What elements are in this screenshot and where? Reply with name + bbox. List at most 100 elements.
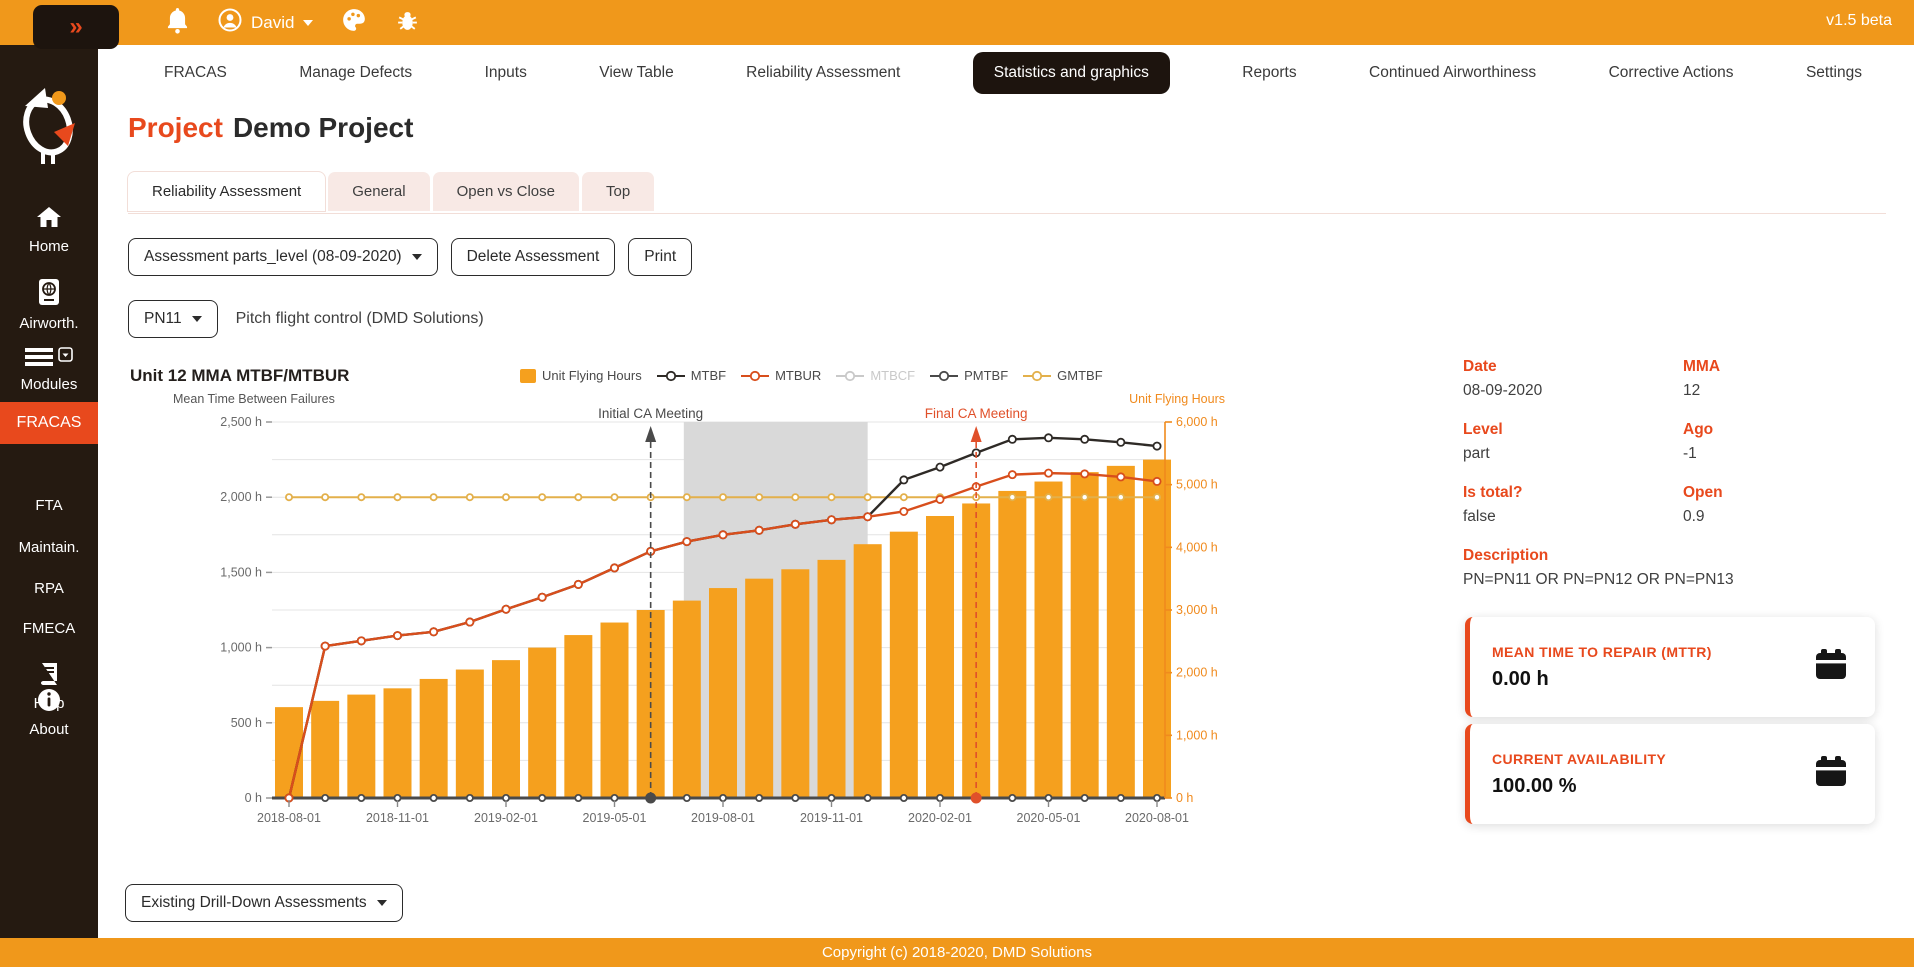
svg-text:2019-02-01: 2019-02-01 — [474, 811, 538, 825]
legend-item-mtbur[interactable]: MTBUR — [741, 368, 821, 383]
chevron-down-icon — [303, 19, 314, 26]
tab-general[interactable]: General — [328, 172, 430, 211]
chart-title: Unit 12 MMA MTBF/MTBUR — [130, 366, 350, 385]
nav-continued-airworthiness[interactable]: Continued Airworthiness — [1369, 63, 1537, 81]
page-title: Project Demo Project — [128, 112, 414, 143]
pn-dropdown[interactable]: PN11 — [128, 300, 218, 338]
tab-reliability-assessment[interactable]: Reliability Assessment — [128, 172, 326, 211]
svg-text:2019-11-01: 2019-11-01 — [800, 811, 863, 825]
assessment-details-panel: Date 08-09-2020 MMA 12 Level part Ago -1… — [1463, 358, 1903, 589]
description-value: PN=PN11 OR PN=PN12 OR PN=PN13 — [1463, 571, 1734, 588]
open-label: Open — [1683, 484, 1723, 501]
availability-value: 100.00 % — [1492, 774, 1577, 797]
chevron-down-icon — [376, 900, 387, 906]
sidebar-item-fta[interactable]: FTA — [35, 497, 63, 514]
svg-text:500 h: 500 h — [231, 716, 262, 730]
svg-text:Initial CA Meeting: Initial CA Meeting — [598, 406, 703, 421]
passport-globe-icon — [37, 279, 61, 310]
svg-text:2020-08-01: 2020-08-01 — [1125, 811, 1189, 825]
assessment-dropdown[interactable]: Assessment parts_level (08-09-2020) — [128, 238, 438, 276]
nav-fracas[interactable]: FRACAS — [164, 63, 227, 81]
svg-text:0 h: 0 h — [245, 791, 262, 805]
svg-text:2,000 h: 2,000 h — [1176, 666, 1218, 680]
chevron-down-icon — [191, 316, 202, 322]
is-total-value: false — [1463, 508, 1496, 525]
app-logo[interactable] — [17, 78, 81, 175]
level-label: Level — [1463, 421, 1503, 438]
nav-statistics-and-graphics[interactable]: Statistics and graphics — [972, 51, 1170, 94]
svg-text:3,000 h: 3,000 h — [1176, 603, 1218, 617]
delete-assessment-button[interactable]: Delete Assessment — [450, 238, 616, 276]
mttr-card: MEAN TIME TO REPAIR (MTTR) 0.00 h — [1465, 617, 1875, 717]
legend-item-gmtbf[interactable]: GMTBF — [1023, 368, 1103, 383]
availability-card: CURRENT AVAILABILITY 100.00 % — [1465, 724, 1875, 824]
mtbf-mtbur-chart[interactable]: Initial CA Meeting Final CA Meeting 0 h 500… — [128, 358, 1248, 836]
nav-settings[interactable]: Settings — [1805, 63, 1862, 81]
legend-item-pmtbf[interactable]: PMTBF — [930, 368, 1008, 383]
sidebar-item-fracas-active[interactable]: FRACAS — [0, 402, 98, 444]
svg-text:6,000 h: 6,000 h — [1176, 415, 1218, 429]
mma-label: MMA — [1683, 358, 1721, 375]
print-button[interactable]: Print — [628, 238, 693, 276]
svg-text:0 h: 0 h — [1176, 791, 1193, 805]
svg-text:1,000 h: 1,000 h — [1176, 728, 1218, 742]
svg-text:2,500 h: 2,500 h — [220, 415, 262, 429]
chart-legend: Unit Flying Hours MTBF MTBUR MTBCF PMTBF GMTB… — [520, 368, 1103, 383]
sidebar-collapse-button[interactable]: » — [33, 5, 119, 49]
reliability-chart-panel: Unit 12 MMA MTBF/MTBUR Unit Flying Hours… — [128, 358, 1388, 844]
svg-text:Final CA Meeting: Final CA Meeting — [925, 406, 1028, 421]
user-name: David — [251, 12, 295, 32]
home-icon — [36, 207, 62, 233]
drilldown-dropdown[interactable]: Existing Drill-Down Assessments — [125, 884, 403, 922]
sidebar-item-airworthiness[interactable]: Airworth. — [0, 278, 98, 332]
svg-text:2018-08-01: 2018-08-01 — [257, 811, 321, 825]
bug-report-icon[interactable] — [395, 8, 420, 38]
ago-label: Ago — [1683, 421, 1714, 438]
sidebar-item-fmeca[interactable]: FMECA — [22, 620, 76, 637]
user-avatar-icon — [218, 8, 242, 37]
info-circle-icon — [37, 689, 61, 716]
theme-palette-icon[interactable] — [341, 7, 367, 38]
sidebar-item-home[interactable]: Home — [0, 205, 98, 255]
version-label: v1.5 beta — [1826, 12, 1892, 29]
help-book-icon — [38, 663, 60, 690]
legend-item-unit-flying-hours[interactable]: Unit Flying Hours — [520, 368, 642, 383]
copyright-text: Copyright (c) 2018-2020, DMD Solutions — [821, 944, 1093, 961]
open-value: 0.9 — [1683, 508, 1705, 525]
calendar-icon[interactable] — [1813, 754, 1849, 795]
legend-item-mtbf[interactable]: MTBF — [656, 368, 726, 383]
calendar-icon[interactable] — [1813, 647, 1849, 688]
double-chevron-right-icon: » — [69, 13, 83, 40]
description-label: Description — [1463, 547, 1549, 564]
sidebar-item-maintain[interactable]: Maintain. — [18, 539, 80, 556]
svg-text:1,000 h: 1,000 h — [220, 641, 262, 655]
sidebar-item-about[interactable]: About — [0, 688, 98, 738]
sidebar-item-rpa[interactable]: RPA — [34, 580, 64, 597]
tab-top[interactable]: Top — [582, 172, 655, 211]
sidebar-item-modules[interactable]: Modules — [0, 347, 98, 393]
footer: Copyright (c) 2018-2020, DMD Solutions — [0, 938, 1914, 967]
level-value: part — [1463, 445, 1490, 462]
svg-text:2018-11-01: 2018-11-01 — [366, 811, 429, 825]
nav-manage-defects[interactable]: Manage Defects — [299, 63, 413, 81]
nav-inputs[interactable]: Inputs — [484, 63, 527, 81]
svg-text:2019-05-01: 2019-05-01 — [583, 811, 647, 825]
mma-value: 12 — [1683, 382, 1701, 399]
date-label: Date — [1463, 358, 1497, 375]
sidebar: Home Airworth. Modules FRACAS FTA Mainta… — [0, 45, 98, 938]
bell-icon[interactable] — [165, 7, 190, 39]
nav-reliability-assessment[interactable]: Reliability Assessment — [746, 63, 901, 81]
svg-text:2020-02-01: 2020-02-01 — [908, 811, 972, 825]
nav-reports[interactable]: Reports — [1242, 63, 1297, 81]
pn-description: Pitch flight control (DMD Solutions) — [235, 310, 484, 327]
nav-view-table[interactable]: View Table — [599, 63, 674, 81]
svg-text:Unit Flying Hours: Unit Flying Hours — [1129, 392, 1225, 406]
date-value: 08-09-2020 — [1463, 382, 1543, 399]
nav-corrective-actions[interactable]: Corrective Actions — [1608, 63, 1734, 81]
tab-open-vs-close[interactable]: Open vs Close — [432, 172, 579, 211]
svg-text:Mean Time Between Failures: Mean Time Between Failures — [173, 392, 335, 406]
user-menu[interactable]: David — [218, 8, 314, 37]
svg-text:1,500 h: 1,500 h — [220, 565, 262, 579]
modules-caret-box-icon — [58, 347, 73, 366]
legend-item-mtbcf[interactable]: MTBCF — [836, 368, 915, 383]
